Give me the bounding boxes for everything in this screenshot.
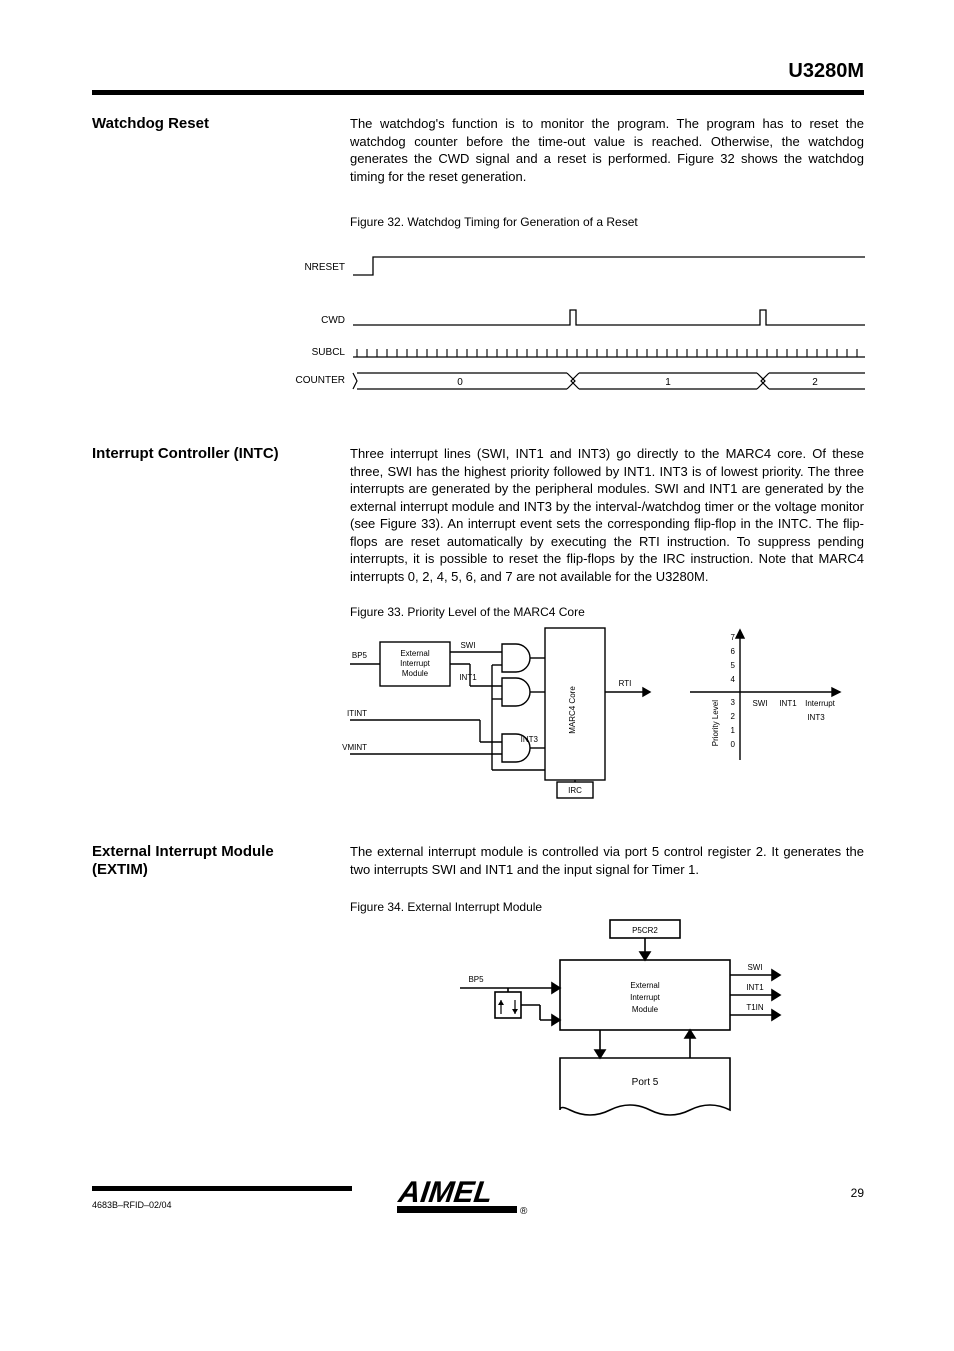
fig32-caption: Figure 32. Watchdog Timing for Generatio… [350,215,638,229]
product-name: U3280M [788,60,864,83]
svg-text:NRESET: NRESET [304,262,345,273]
svg-text:Port 5: Port 5 [632,1077,659,1088]
paragraph-external-interrupt-module: The external interrupt module is control… [350,843,864,878]
svg-text:6: 6 [731,647,736,656]
svg-text:SUBCL: SUBCL [312,347,346,358]
fig33-diagram: External Interrupt Module MARC4 Core IRC… [320,620,880,830]
svg-text:INT1: INT1 [779,699,797,708]
svg-text:MARC4 Core: MARC4 Core [568,686,577,734]
svg-text:Module: Module [632,1005,659,1014]
svg-text:0: 0 [457,377,463,388]
svg-text:Interrupt: Interrupt [630,993,661,1002]
page-number: 29 [851,1186,864,1200]
heading-external-interrupt-module: External Interrupt Module (EXTIM) [92,843,302,879]
svg-text:2: 2 [812,377,818,388]
fig33-caption: Figure 33. Priority Level of the MARC4 C… [350,605,585,619]
heading-interrupt-controller: Interrupt Controller (INTC) [92,445,302,463]
svg-text:Module: Module [402,669,429,678]
document-id: 4683B–RFID–02/04 [92,1200,172,1210]
heading-watchdog-reset: Watchdog Reset [92,115,209,132]
svg-text:SWI: SWI [460,641,475,650]
svg-text:BP5: BP5 [468,975,484,984]
paragraph-interrupt-controller: Three interrupt lines (SWI, INT1 and INT… [350,445,864,585]
paragraph-watchdog-reset: The watchdog's function is to monitor th… [350,115,864,185]
svg-text:1: 1 [731,726,736,735]
svg-text:CWD: CWD [321,315,345,326]
svg-text:BP5: BP5 [352,651,368,660]
top-rule [92,90,864,95]
svg-text:Interrupt: Interrupt [400,659,431,668]
svg-text:IRC: IRC [568,786,582,795]
svg-text:SWI: SWI [747,963,762,972]
svg-text:4: 4 [731,675,736,684]
svg-text:SWI: SWI [752,699,767,708]
svg-text:ITINT: ITINT [347,709,367,718]
svg-text:External: External [630,981,660,990]
svg-text:INT1: INT1 [459,673,477,682]
svg-text:AIMEL: AIMEL [394,1175,498,1209]
svg-text:7: 7 [731,633,736,642]
svg-text:2: 2 [731,712,736,721]
svg-text:INT3: INT3 [807,713,825,722]
svg-text:Interrupt: Interrupt [805,699,836,708]
svg-text:WD-COUNTER: WD-COUNTER [295,375,345,386]
svg-text:1: 1 [665,377,671,388]
svg-text:Priority Level: Priority Level [711,700,720,746]
bottom-rule [92,1186,352,1191]
svg-text:INT1: INT1 [746,983,764,992]
svg-text:INT3: INT3 [521,735,539,744]
svg-text:®: ® [520,1206,528,1217]
svg-text:External: External [400,649,430,658]
fig34-diagram: P5CR2 External Interrupt Module Port 5 B… [440,910,800,1140]
svg-text:T1IN: T1IN [746,1003,764,1012]
fig32-diagram: NRESET CWD SUBCL WD-COUNTER [295,235,895,435]
svg-text:3: 3 [731,698,736,707]
svg-text:0: 0 [731,740,736,749]
atmel-logo: AIMEL ® [392,1168,552,1218]
svg-text:5: 5 [731,661,736,670]
svg-text:VMINT: VMINT [342,743,367,752]
svg-text:P5CR2: P5CR2 [632,926,658,935]
svg-text:RTI: RTI [619,679,632,688]
